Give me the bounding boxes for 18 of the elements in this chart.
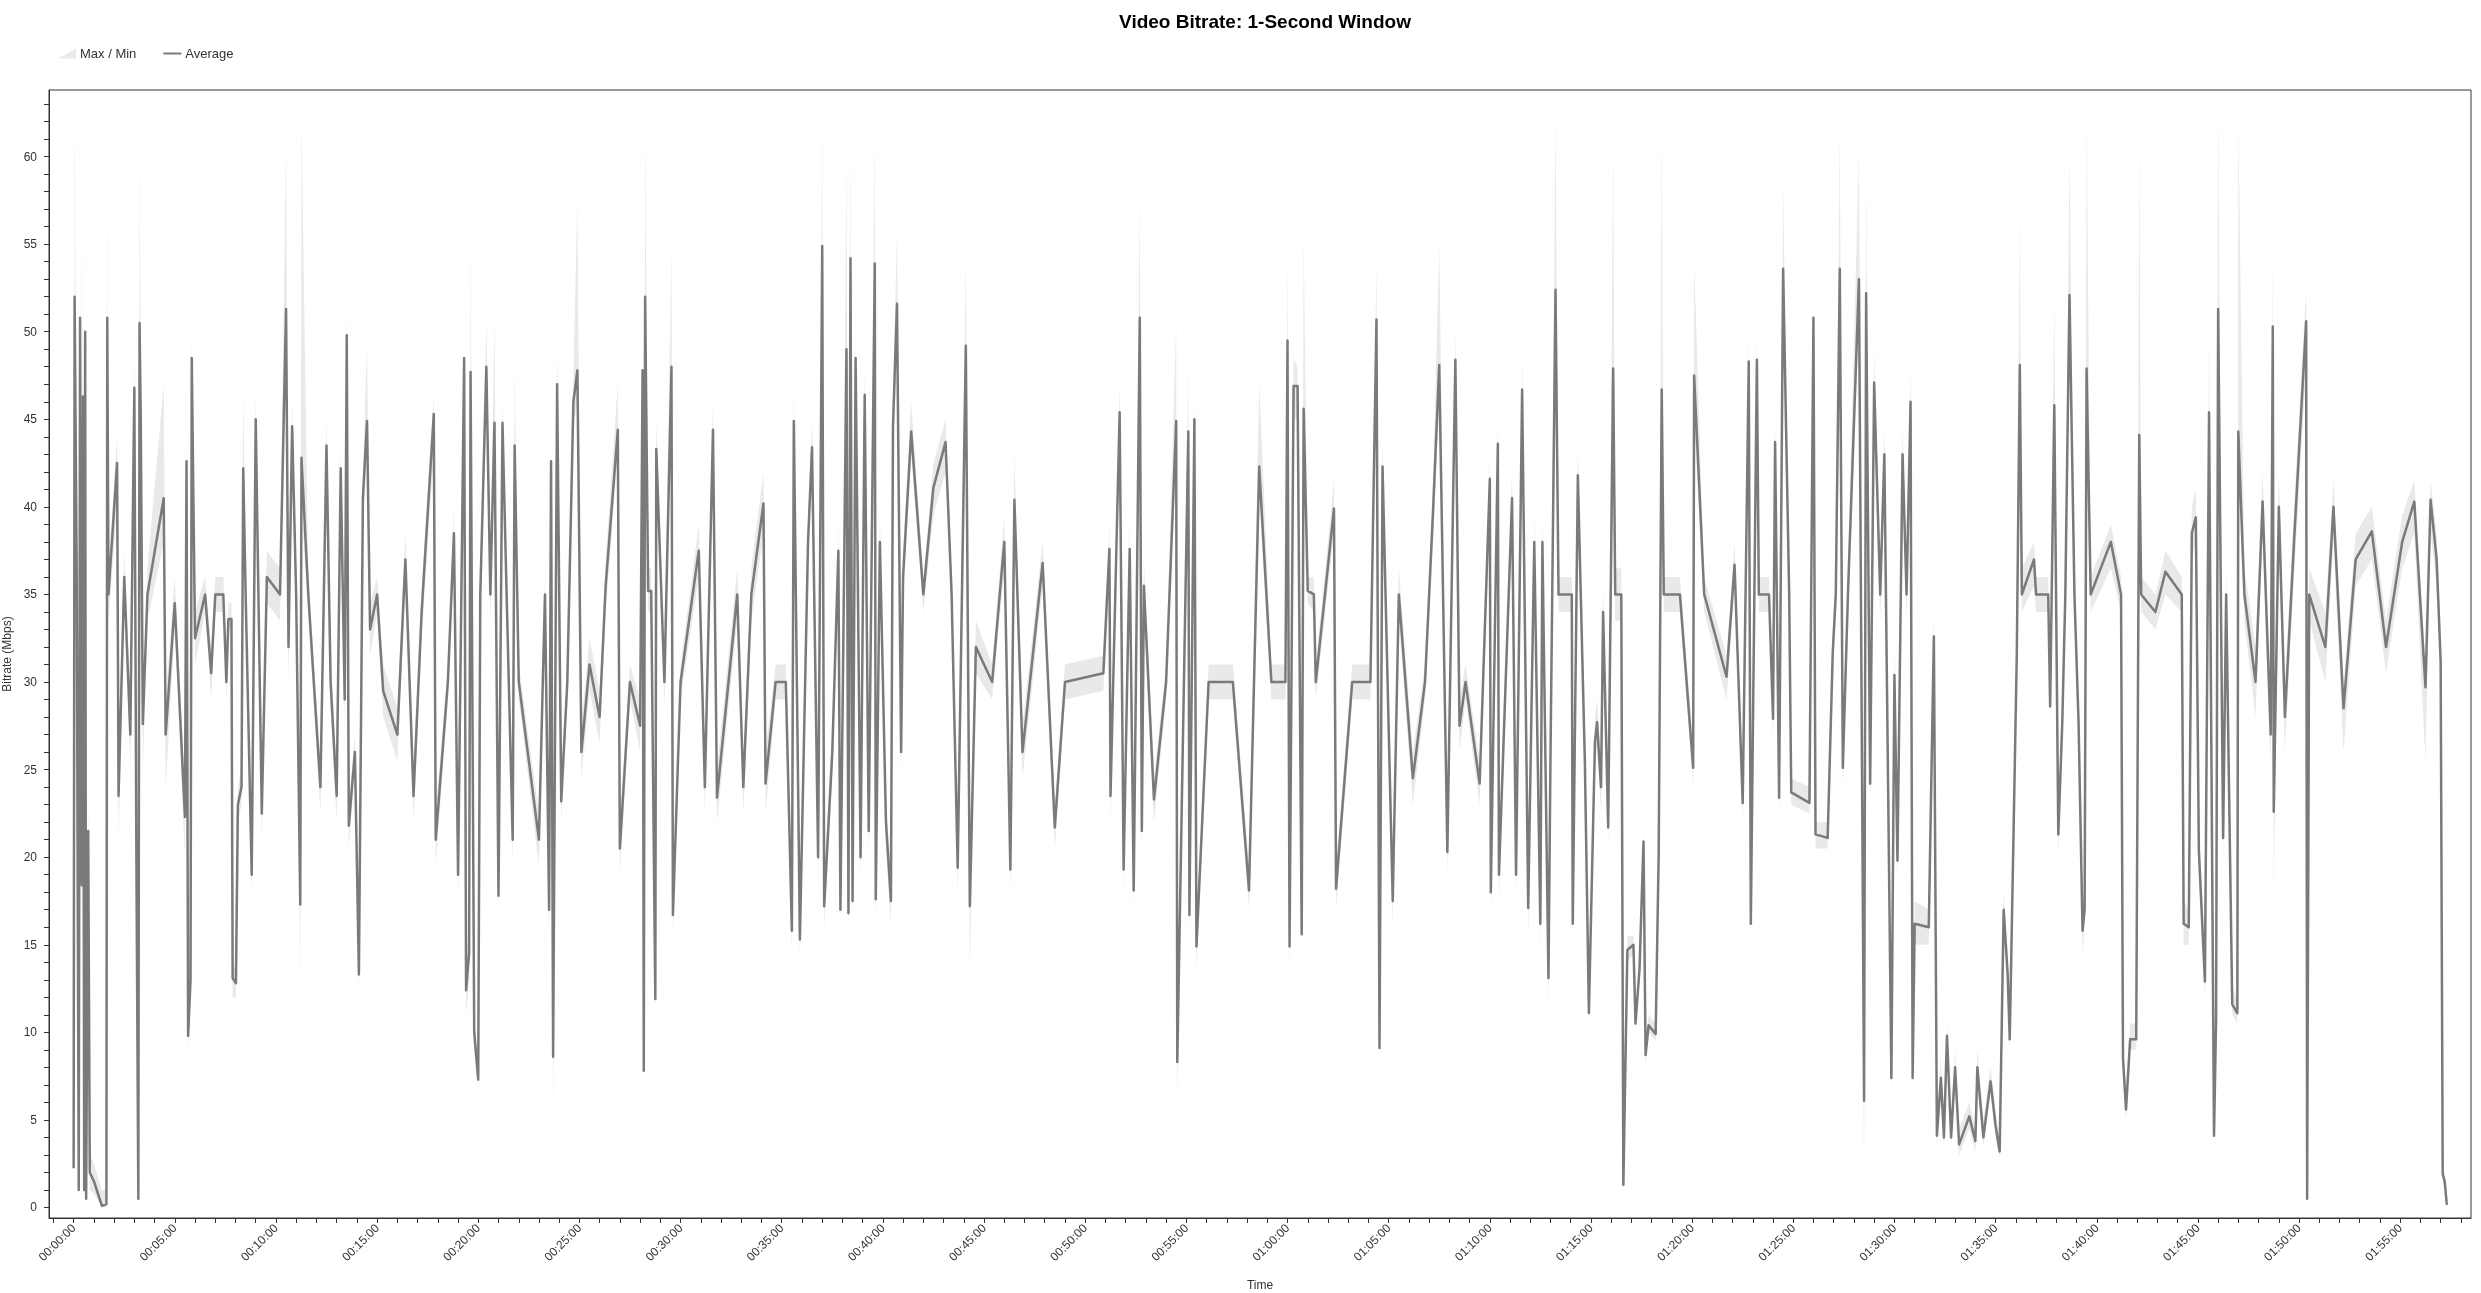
y-tick-label: 10 [23, 1025, 38, 1040]
y-tick-label: 25 [23, 762, 38, 777]
y-tick-label: 45 [23, 412, 38, 427]
legend-label: Average [185, 46, 234, 61]
chart-title: Video Bitrate: 1-Second Window [1119, 11, 1412, 32]
y-tick-label: 30 [23, 675, 38, 690]
x-axis-title: Time [1246, 1278, 1274, 1292]
y-tick-label: 20 [23, 850, 38, 865]
y-tick-label: 40 [23, 499, 38, 514]
y-axis-title: Bitrate (Mbps) [0, 616, 14, 692]
y-tick-label: 55 [23, 237, 38, 252]
y-tick-label: 0 [30, 1200, 38, 1215]
y-tick-label: 5 [30, 1112, 38, 1127]
y-tick-label: 15 [23, 937, 38, 952]
y-tick-label: 50 [23, 324, 38, 339]
legend-label: Max / Min [80, 46, 137, 61]
y-tick-label: 60 [23, 149, 38, 164]
y-tick-label: 35 [23, 587, 38, 602]
